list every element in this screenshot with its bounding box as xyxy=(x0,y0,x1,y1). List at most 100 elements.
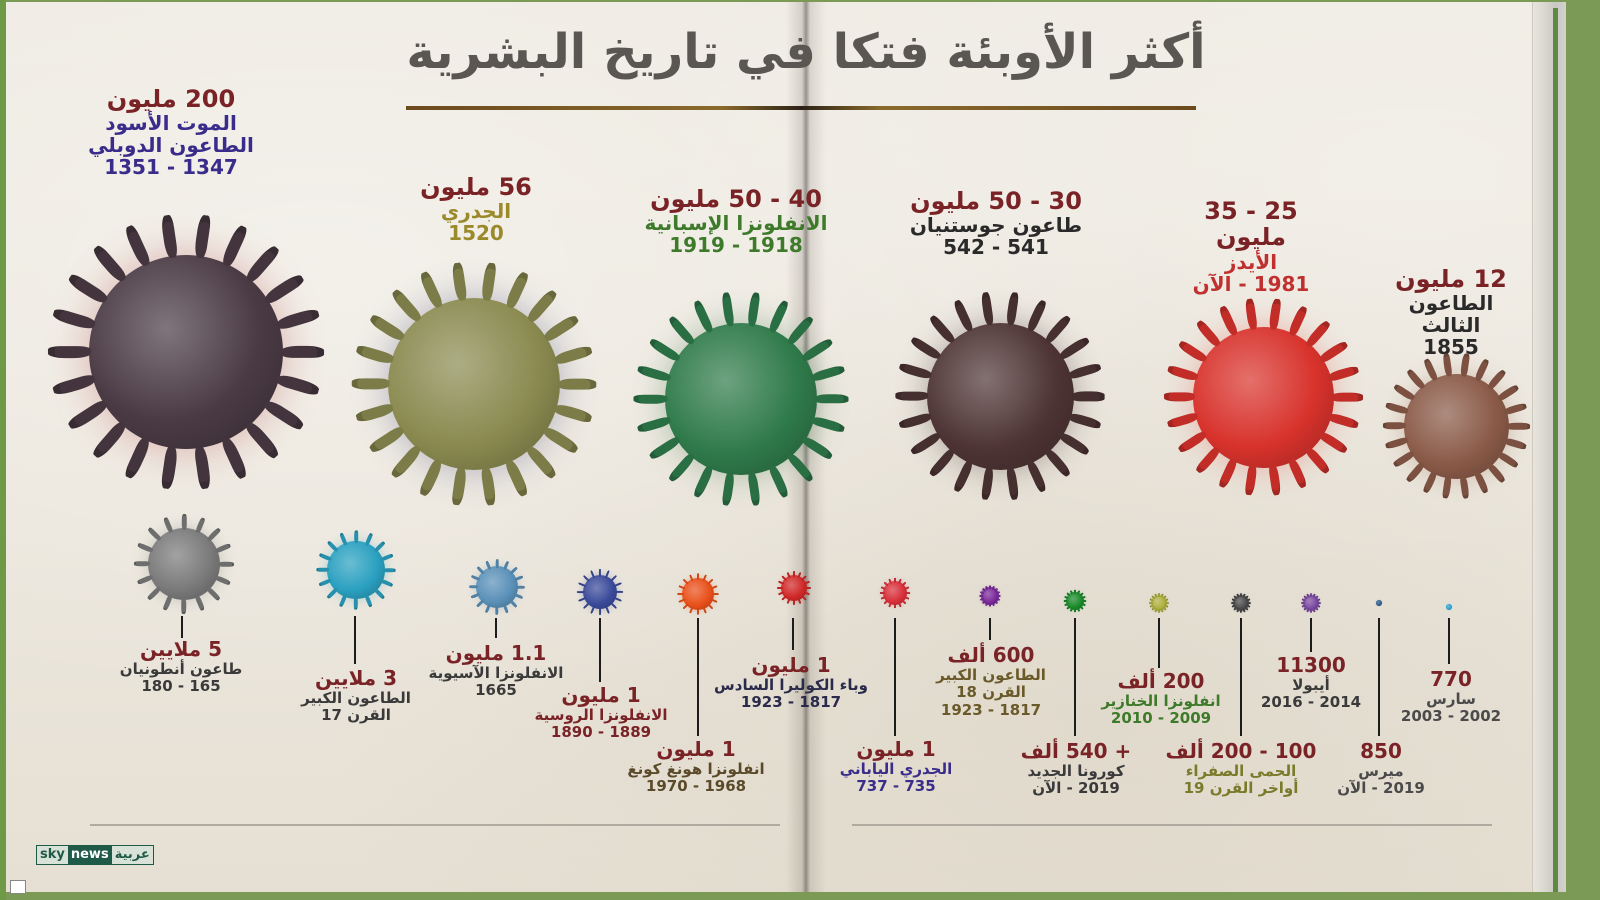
virus-spike xyxy=(480,466,497,507)
virus-spike xyxy=(689,574,694,582)
virus-spike xyxy=(577,590,585,594)
timeline-stem xyxy=(181,616,183,638)
virus-icon-yellow-fever xyxy=(1231,593,1251,613)
virus-spike xyxy=(667,451,697,484)
virus-icon-russian-flu xyxy=(577,569,623,615)
timeline-stem xyxy=(1158,618,1160,668)
virus-spike xyxy=(47,345,91,359)
virus-spike xyxy=(553,402,594,424)
virus-spike xyxy=(1006,466,1020,501)
deaths-count: 850 xyxy=(1360,739,1402,763)
virus-spike xyxy=(1058,431,1091,457)
virus-spike xyxy=(928,314,957,346)
pandemic-years: 541 - 542 xyxy=(943,235,1049,260)
virus-spike xyxy=(389,287,423,324)
deaths-count: 200 ألف xyxy=(1117,669,1205,693)
virus-spike xyxy=(979,594,984,597)
virus-spike xyxy=(952,299,975,334)
virus-spike xyxy=(1244,298,1259,331)
pandemic-name: الطاعون الكبير xyxy=(301,689,411,707)
virus-spike xyxy=(1474,358,1490,383)
virus-spike xyxy=(1392,384,1417,403)
virus-spike xyxy=(122,223,152,268)
pandemic-years: 1520 xyxy=(448,221,504,246)
deaths-count: 100 - 200 ألف xyxy=(1165,739,1317,763)
virus-spike xyxy=(696,607,699,615)
virus-spike xyxy=(281,345,325,359)
logo-arabia: عربية xyxy=(111,846,153,864)
virus-spike xyxy=(707,603,714,610)
virus-spike xyxy=(1405,462,1427,485)
virus-spike xyxy=(542,425,581,455)
virus-spike xyxy=(382,568,396,572)
virus-spike xyxy=(206,586,221,601)
virus-icon-hong-kong-flu xyxy=(677,573,719,615)
pandemic-mers: 850 ميرس 2019 - الآن xyxy=(1321,740,1441,798)
virus-spike xyxy=(682,603,689,610)
timeline-stem xyxy=(354,616,356,664)
virus-spike xyxy=(194,594,206,612)
virus-spike xyxy=(1068,362,1103,381)
pandemic-name: طاعون جوستنيان xyxy=(909,213,1083,238)
virus-spike xyxy=(905,591,911,594)
pandemic-sars: 770 سارس 2002 - 2003 xyxy=(1391,668,1511,726)
virus-spike xyxy=(214,542,232,554)
virus-spike xyxy=(904,595,910,600)
virus-spike xyxy=(909,336,943,362)
virus-spike xyxy=(692,463,715,499)
pandemic-name-alt: الطاعون الدوبلي xyxy=(88,133,254,158)
pandemic-years: 2014 - 2016 xyxy=(1260,693,1362,712)
virus-spike xyxy=(578,582,587,588)
virus-icon-smallpox xyxy=(351,261,597,507)
left-border xyxy=(0,0,6,900)
virus-icon-third-plague xyxy=(1383,353,1530,500)
virus-spike xyxy=(275,307,321,331)
virus-spike xyxy=(1304,319,1332,349)
virus-spike xyxy=(525,444,559,481)
virus-spike xyxy=(636,415,672,434)
virus-spike xyxy=(981,292,995,327)
virus-spike xyxy=(1268,298,1282,331)
timeline-stem xyxy=(1448,618,1450,664)
virus-spike xyxy=(504,270,530,310)
pandemic-swine-flu: 200 ألف انفلونزا الخنازير 2009 - 2010 xyxy=(1091,670,1231,728)
deaths-count: 1 مليون xyxy=(656,737,736,761)
virus-spike xyxy=(1166,412,1200,430)
virus-spike xyxy=(792,598,795,605)
timeline-stem xyxy=(1378,618,1380,736)
pandemic-years: 1817 - 1923 xyxy=(740,693,842,712)
virus-spike xyxy=(66,398,110,432)
virus-spike xyxy=(648,337,682,364)
virus-spike xyxy=(1385,437,1410,451)
virus-spike xyxy=(485,603,491,614)
virus-spike xyxy=(613,596,622,602)
virus-spike xyxy=(1309,608,1312,613)
virus-spike xyxy=(613,582,622,588)
pandemic-antonine-plague: 5 ملايين طاعون أنطونيان 165 - 180 xyxy=(106,638,256,696)
virus-spike xyxy=(648,434,682,461)
virus-spike xyxy=(339,594,348,608)
virus-spike xyxy=(1486,368,1508,391)
virus-spike xyxy=(746,471,761,506)
virus-icon-ebola xyxy=(1301,593,1321,613)
virus-spike xyxy=(1287,457,1309,490)
virus-spike xyxy=(503,560,509,571)
pandemic-years: 2002 - 2003 xyxy=(1400,707,1502,726)
virus-spike xyxy=(702,606,707,614)
virus-spike xyxy=(1231,601,1236,604)
virus-spike xyxy=(354,402,395,424)
virus-spike xyxy=(468,585,479,589)
virus-spike xyxy=(721,292,736,327)
virus-spike xyxy=(354,530,358,544)
virus-spike xyxy=(364,594,373,608)
deaths-count: 25 - 35 مليون xyxy=(1204,197,1298,252)
virus-spike xyxy=(1166,365,1200,383)
pandemic-name: انفلونزا هونغ كونغ xyxy=(627,760,765,778)
virus-spike xyxy=(778,580,785,585)
virus-spike xyxy=(515,585,526,589)
pandemic-ebola: 11300 أيبولا 2014 - 2016 xyxy=(1246,654,1376,712)
virus-spike xyxy=(777,586,784,589)
virus-spike xyxy=(898,412,933,431)
virus-spike xyxy=(1331,393,1363,402)
virus-icon-swine-flu xyxy=(1149,593,1169,613)
